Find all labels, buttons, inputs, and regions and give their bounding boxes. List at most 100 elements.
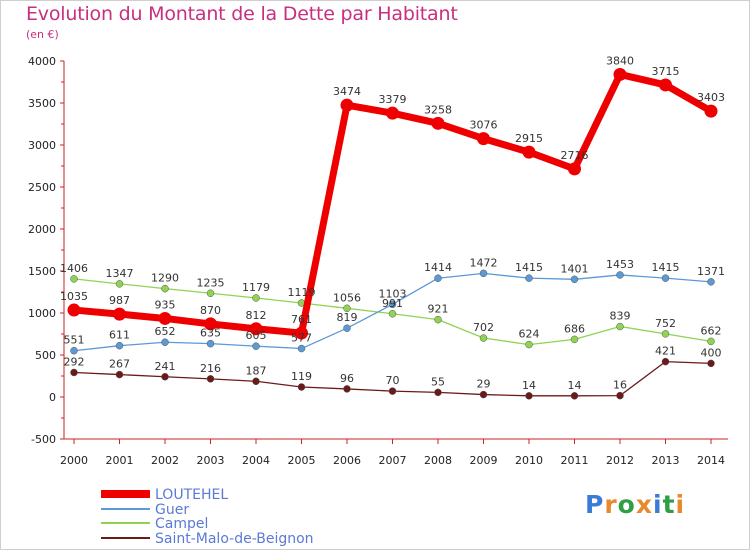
data-point — [249, 322, 263, 336]
data-point — [206, 339, 215, 348]
data-point — [522, 145, 536, 159]
data-point — [525, 274, 533, 282]
legend-label: Saint-Malo-de-Beignon — [155, 531, 314, 547]
data-point — [431, 116, 445, 130]
data-label: 577 — [291, 332, 312, 345]
data-label: 16 — [613, 379, 627, 392]
data-point — [113, 307, 126, 321]
data-point — [115, 280, 124, 288]
data-label: 3715 — [652, 65, 680, 78]
data-label: 1472 — [470, 256, 498, 269]
data-label: 635 — [200, 327, 221, 340]
data-label: 216 — [200, 362, 221, 375]
data-label: 3840 — [606, 54, 634, 67]
x-tick-label: 2002 — [151, 454, 179, 467]
data-label: 987 — [109, 294, 130, 307]
data-label: 1401 — [561, 262, 589, 275]
x-tick-label: 2004 — [242, 454, 270, 467]
data-point — [568, 162, 581, 176]
data-point — [570, 392, 579, 400]
data-label: 2915 — [515, 132, 543, 145]
chart-title: Evolution du Montant de la Dette par Hab… — [26, 3, 458, 25]
data-point — [297, 344, 306, 353]
x-tick-label: 2012 — [606, 454, 634, 467]
data-label: 267 — [109, 358, 130, 371]
data-label: 2716 — [561, 149, 589, 162]
legend-label: LOUTEHEL — [155, 487, 228, 503]
data-point — [206, 375, 215, 383]
y-tick-label: 2000 — [28, 223, 56, 236]
data-label: 119 — [291, 370, 312, 383]
data-label: 1415 — [515, 261, 543, 274]
data-label: 3379 — [379, 93, 407, 106]
data-label: 1035 — [60, 290, 88, 303]
x-tick-label: 2013 — [652, 454, 680, 467]
data-point — [434, 388, 442, 397]
y-tick-label: -500 — [31, 433, 56, 446]
data-point — [67, 303, 81, 317]
data-label: 662 — [701, 324, 722, 337]
data-label: 611 — [109, 329, 130, 342]
data-point — [115, 370, 124, 379]
data-point — [161, 284, 169, 293]
data-label: 400 — [701, 346, 722, 359]
data-point — [525, 340, 533, 349]
y-tick-label: 1500 — [28, 265, 56, 278]
data-point — [661, 357, 670, 366]
data-label: 3474 — [333, 85, 361, 98]
data-point — [659, 78, 672, 92]
data-label: 1453 — [606, 258, 634, 271]
data-label: 605 — [246, 329, 267, 342]
data-label: 1406 — [60, 262, 88, 275]
data-label: 70 — [386, 374, 400, 387]
x-tick-label: 2007 — [379, 454, 407, 467]
data-point — [70, 346, 78, 355]
data-label: 1235 — [197, 276, 225, 289]
data-point — [479, 334, 488, 342]
data-label: 1179 — [242, 281, 270, 294]
x-tick-label: 2000 — [60, 454, 88, 467]
data-point — [704, 104, 718, 118]
data-label: 551 — [64, 334, 85, 347]
data-point — [525, 392, 533, 400]
data-label: 870 — [200, 304, 221, 317]
series-lines — [67, 67, 718, 400]
data-label: 14 — [522, 379, 536, 392]
data-point — [479, 269, 488, 278]
data-point — [477, 132, 490, 146]
data-point — [161, 373, 169, 381]
y-tick-label: 1000 — [28, 307, 56, 320]
proxiti-logo: Proxiti — [585, 490, 686, 519]
data-label: 702 — [473, 321, 494, 334]
data-label: 839 — [610, 310, 631, 323]
data-point — [343, 385, 351, 393]
data-label: 421 — [655, 345, 676, 358]
data-point — [343, 304, 351, 313]
x-tick-label: 2014 — [697, 454, 725, 467]
data-point — [616, 391, 624, 400]
x-tick-label: 2001 — [106, 454, 134, 467]
data-point — [570, 275, 579, 284]
data-point — [707, 337, 715, 346]
data-point — [252, 377, 260, 386]
data-point — [252, 342, 260, 350]
y-tick-label: 3500 — [28, 97, 56, 110]
x-tick-label: 2009 — [470, 454, 498, 467]
data-label: 96 — [340, 372, 354, 385]
data-point — [386, 106, 399, 120]
y-tick-label: 4000 — [28, 55, 56, 68]
data-point — [343, 324, 351, 332]
data-point — [434, 274, 442, 282]
data-label: 686 — [564, 322, 585, 335]
data-label: 3076 — [470, 119, 498, 132]
x-tick-label: 2005 — [288, 454, 316, 467]
legend-label: Guer — [155, 502, 189, 518]
data-label: 652 — [155, 325, 176, 338]
x-tick-label: 2011 — [561, 454, 589, 467]
axes: -500 0 500 1000 1500 2000 2500 3000 3500 4000 2000… — [28, 55, 728, 467]
data-point — [388, 300, 397, 309]
data-label: 752 — [655, 317, 676, 330]
data-point — [206, 289, 215, 298]
y-tick-label: 0 — [49, 391, 56, 404]
